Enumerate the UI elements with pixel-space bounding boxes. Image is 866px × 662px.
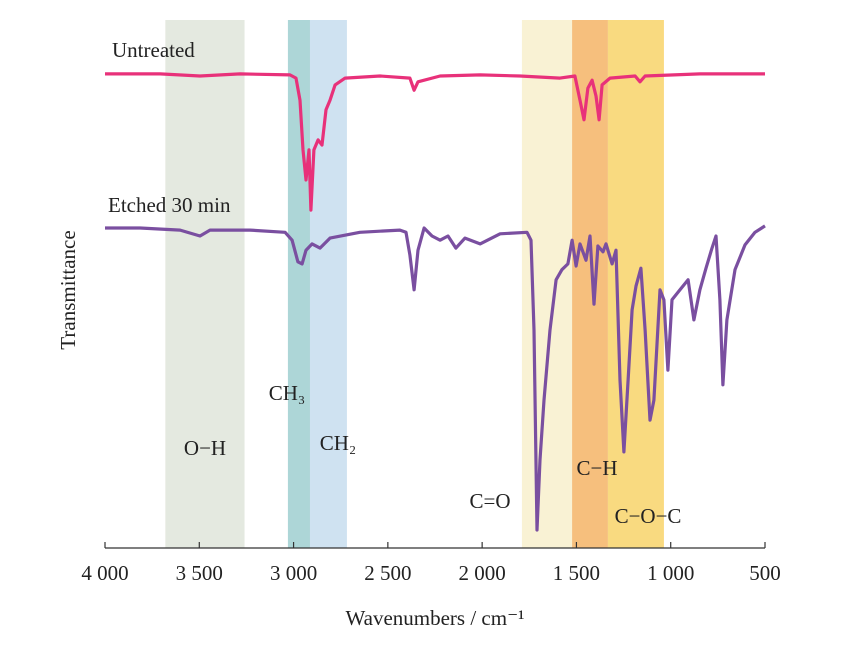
x-tick-label: 3 500 (176, 561, 223, 585)
band-label: C=O (469, 489, 510, 513)
y-axis-label: Transmittance (56, 230, 80, 349)
series-label: Untreated (112, 38, 195, 62)
band (521, 20, 573, 548)
band-label: CH₂ (320, 431, 357, 455)
x-axis-label: Wavenumbers / cm⁻¹ (346, 606, 525, 630)
x-tick-label: 2 000 (459, 561, 506, 585)
spectrum-line (105, 224, 766, 532)
x-tick-label: 1 000 (647, 561, 694, 585)
x-tick-label: 3 000 (270, 561, 317, 585)
band (309, 20, 347, 548)
band-label: C−O−C (615, 504, 682, 528)
x-tick-label: 2 500 (364, 561, 411, 585)
band-label: C−H (576, 456, 617, 480)
spectrum-line (105, 72, 765, 212)
band-label: O−H (184, 436, 226, 460)
x-tick-label: 4 000 (81, 561, 128, 585)
series-label: Etched 30 min (108, 193, 231, 217)
x-tick-label: 1 500 (553, 561, 600, 585)
band (572, 20, 608, 548)
band-label: CH₃ (269, 381, 306, 405)
band (165, 20, 245, 548)
x-tick-label: 500 (749, 561, 781, 585)
